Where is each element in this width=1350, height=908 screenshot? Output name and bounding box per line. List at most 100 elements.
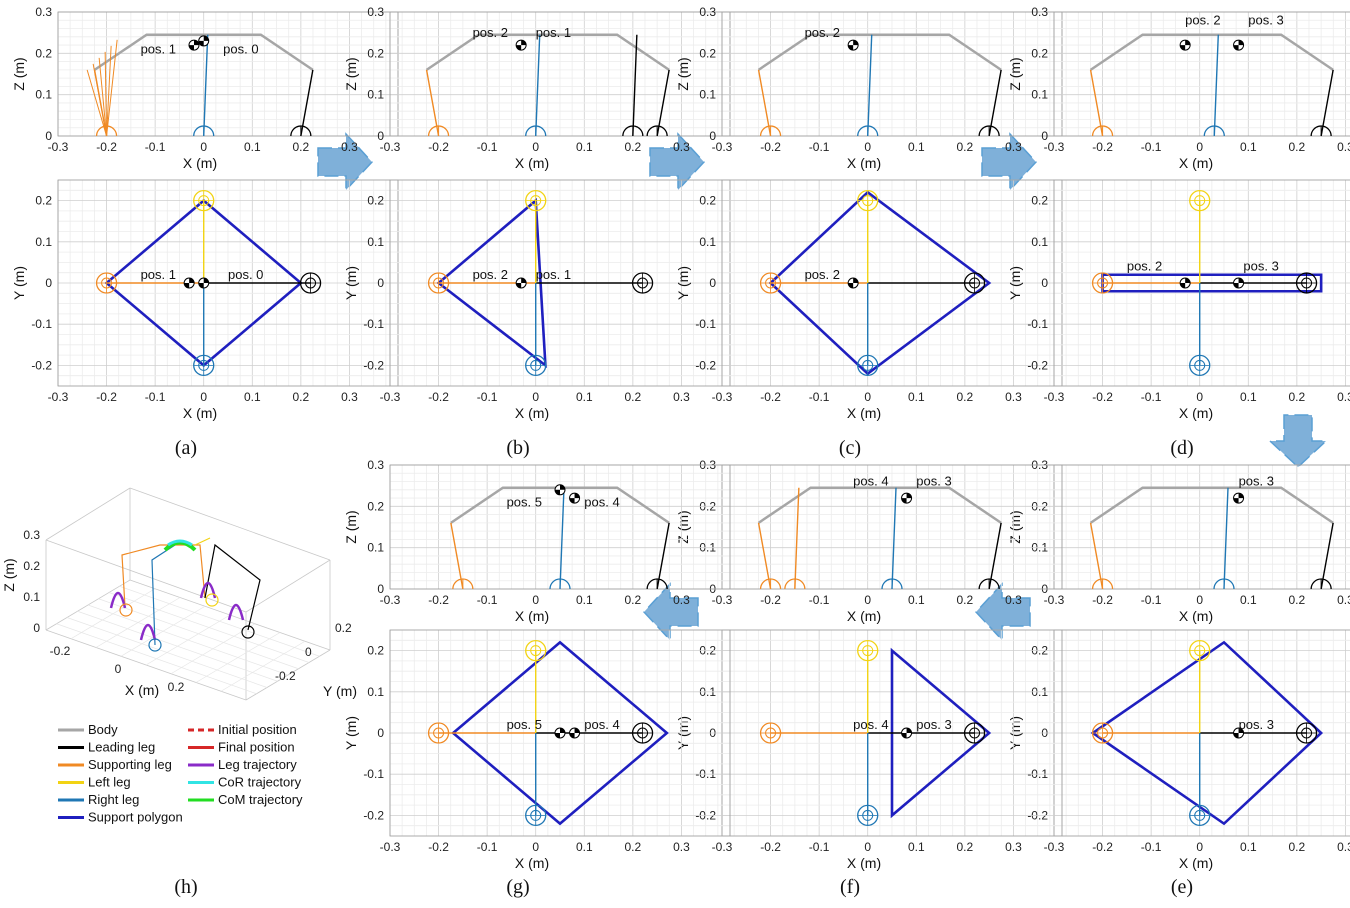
x-tick-label: -0.1 — [477, 593, 498, 607]
x-tick-label: -0.1 — [477, 840, 498, 854]
floor-grid — [195, 632, 281, 683]
legend-item: Right leg — [58, 792, 139, 807]
panel-d-side: -0.3 -0.2 -0.1 0 0.1 0.2 0.3 0 0.1 0.2 0.3 X (m) Z (… — [1007, 5, 1350, 171]
position-label: pos. 2 — [473, 25, 508, 40]
y-tick-label: 0 — [709, 129, 716, 143]
y-tick-label: 0.2 — [699, 46, 716, 60]
arrows-layer — [317, 132, 1328, 642]
x-tick-label: 0.2 — [957, 140, 974, 154]
position-label: pos. 3 — [916, 474, 951, 489]
robot-drawing — [425, 33, 670, 137]
x-tick-label: 0.1 — [1240, 140, 1257, 154]
position-label: pos. 4 — [584, 494, 619, 509]
x-tick-label: 0.2 — [625, 140, 642, 154]
x-tick-label: -0.2 — [1092, 840, 1113, 854]
robot-drawing — [427, 639, 669, 827]
y-axis-label: Z (m) — [675, 57, 691, 90]
leg-line — [1223, 487, 1229, 590]
x-tick-label: -0.3 — [712, 140, 733, 154]
y-axis-label: Z (m) — [1007, 510, 1023, 543]
support-polygon — [451, 640, 669, 826]
position-label: pos. 1 — [536, 25, 571, 40]
grid — [721, 11, 1063, 137]
robot-drawing — [1089, 486, 1334, 590]
x-tick-label: -0.2 — [760, 140, 781, 154]
leg-line — [656, 69, 670, 137]
body-line — [93, 33, 314, 71]
grid — [1053, 464, 1350, 590]
x-tick-label: -0.2 — [760, 390, 781, 404]
legend-item: Initial position — [188, 722, 297, 737]
y-axis-label: Z (m) — [343, 510, 359, 543]
y-tick-label: 0 — [377, 582, 384, 596]
legend-label: Leg trajectory — [218, 757, 297, 772]
x-tick-label: 0.2 — [1289, 140, 1306, 154]
leg-line — [1320, 69, 1334, 137]
plot-frame — [1053, 11, 1350, 137]
x-tick-label: -0.2 — [760, 593, 781, 607]
legend-item: Body — [58, 722, 118, 737]
x-tick-label: 0.3 — [1005, 840, 1022, 854]
transition-arrow-right — [317, 132, 374, 192]
x-tick-label: 0.2 — [1289, 593, 1306, 607]
y-tick-label: 0 — [305, 645, 312, 659]
floor-grid — [98, 598, 299, 670]
grid — [1053, 11, 1350, 137]
robot-drawing — [450, 484, 670, 590]
x-tick-label: -0.1 — [1141, 593, 1162, 607]
x-axis-label: X (m) — [125, 682, 159, 698]
plot-frame — [1053, 464, 1350, 590]
y-tick-label: 0.3 — [35, 5, 52, 19]
y-tick-label: 0.2 — [367, 194, 384, 208]
right-leg — [151, 544, 176, 646]
x-tick-label: 0 — [864, 390, 871, 404]
y-tick-label: 0.2 — [35, 46, 52, 60]
fan-line — [86, 69, 108, 137]
robot-drawing — [759, 639, 992, 827]
x-tick-label: -0.3 — [48, 390, 69, 404]
panels-layer: -0.3 -0.2 -0.1 0 0.1 0.2 0.3 0 0.1 0.2 0.3 X (m) Z (… — [11, 5, 1350, 871]
x-tick-label: -0.2 — [96, 390, 117, 404]
legend-item: Leg trajectory — [188, 757, 297, 772]
leg-line — [757, 69, 772, 137]
box-edge — [45, 487, 131, 541]
y-tick-label: 0.2 — [1031, 46, 1048, 60]
x-axis-label: X (m) — [1179, 855, 1213, 871]
y-axis-label: Y (m) — [11, 266, 27, 300]
x-tick-label: 0.3 — [673, 840, 690, 854]
position-label: pos. 0 — [223, 41, 258, 56]
y-tick-label: -0.2 — [1027, 358, 1048, 372]
box-3d — [45, 487, 331, 701]
x-tick-label: 0.2 — [957, 593, 974, 607]
y-tick-label: 0.2 — [1031, 194, 1048, 208]
x-tick-label: 0 — [532, 840, 539, 854]
position-label: pos. 2 — [1127, 259, 1162, 274]
y-tick-label: 0.2 — [367, 499, 384, 513]
caption-a: (a) — [175, 437, 197, 459]
x-axis-label: X (m) — [847, 405, 881, 421]
position-label: pos. 4 — [584, 717, 619, 732]
legend-item: Final position — [188, 740, 295, 755]
x-tick-label: -0.2 — [1092, 593, 1113, 607]
box-edge — [129, 487, 331, 561]
fan-line — [106, 39, 118, 137]
legend-label: Support polygon — [88, 810, 183, 825]
plot-frame — [1053, 179, 1350, 387]
x-axis-label: X (m) — [183, 155, 217, 171]
robot-drawing — [427, 189, 654, 377]
x-tick-label: -0.3 — [1044, 840, 1065, 854]
legend-label: Right leg — [88, 792, 139, 807]
z-tick-label: 0.2 — [23, 559, 40, 573]
x-tick-label: -0.3 — [380, 840, 401, 854]
x-tick-label: 0 — [115, 662, 122, 676]
y-tick-label: 0 — [1041, 276, 1048, 290]
y-tick-label: 0.2 — [35, 194, 52, 208]
x-tick-label: 0.1 — [244, 140, 261, 154]
panel-c-top: -0.3 -0.2 -0.1 0 0.1 0.2 0.3 -0.2 -0.1 0 0.1 0.2 X (… — [675, 179, 1063, 421]
y-tick-label: 0 — [1041, 129, 1048, 143]
panel-g-side: -0.3 -0.2 -0.1 0 0.1 0.2 0.3 0 0.1 0.2 0.3 X (m) Z (… — [343, 458, 731, 624]
fan-line — [92, 63, 108, 137]
leg-trajectory — [227, 603, 245, 621]
plot-frame — [389, 11, 731, 137]
